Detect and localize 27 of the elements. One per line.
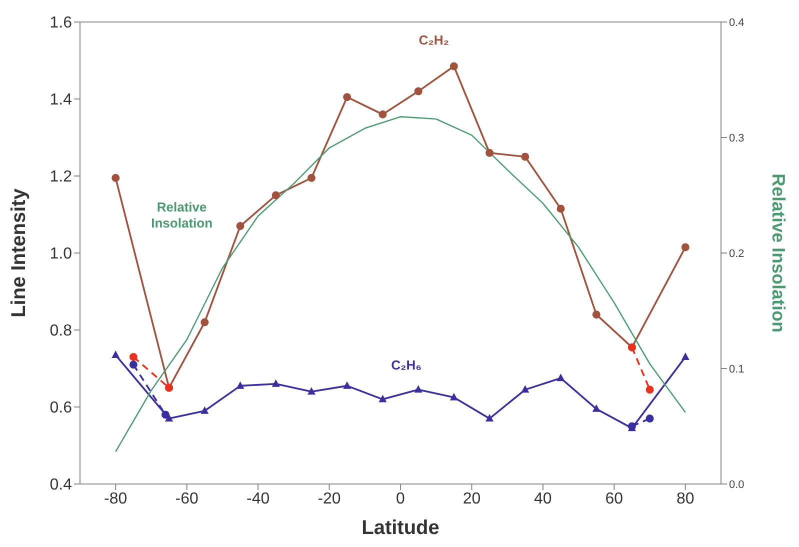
- x-axis-title: Latitude: [362, 517, 440, 539]
- y2-tick-label: 0.3: [729, 132, 744, 144]
- text: Relative Insolation: [151, 200, 213, 231]
- series-label: C₂H₂: [418, 32, 450, 48]
- y-tick-label: 0.4: [50, 476, 72, 494]
- x-tick-label: 0: [396, 490, 406, 508]
- x-tick-label: 60: [605, 490, 624, 508]
- x-tick-label: -40: [246, 490, 270, 508]
- y-axis-title: Line Intensity: [8, 188, 30, 318]
- y2-tick-label: 0.4: [729, 16, 744, 29]
- y-tick-label: 1.4: [50, 92, 72, 109]
- x-tick-label: -60: [175, 490, 198, 508]
- y-tick-label: 0.8: [50, 322, 72, 340]
- x-tick-label: -20: [318, 490, 341, 508]
- y-tick-label: 1.6: [50, 14, 72, 32]
- x-tick-label: 80: [676, 490, 694, 508]
- y2-tick-label: 0.1: [729, 363, 744, 376]
- y-tick-label: 1.0: [50, 246, 72, 263]
- y2-tick-label: 0.2: [729, 248, 744, 260]
- y2-axis-title: Relative Insolation: [768, 173, 789, 333]
- series-label: C₂H₆: [391, 358, 422, 373]
- x-tick-label: 20: [462, 490, 481, 508]
- y2-tick-label: 0.0: [729, 478, 744, 491]
- x-tick-label: -80: [104, 490, 128, 508]
- y-tick-label: 0.6: [50, 400, 72, 417]
- x-tick-label: 40: [534, 490, 552, 508]
- y-tick-label: 1.2: [50, 168, 72, 186]
